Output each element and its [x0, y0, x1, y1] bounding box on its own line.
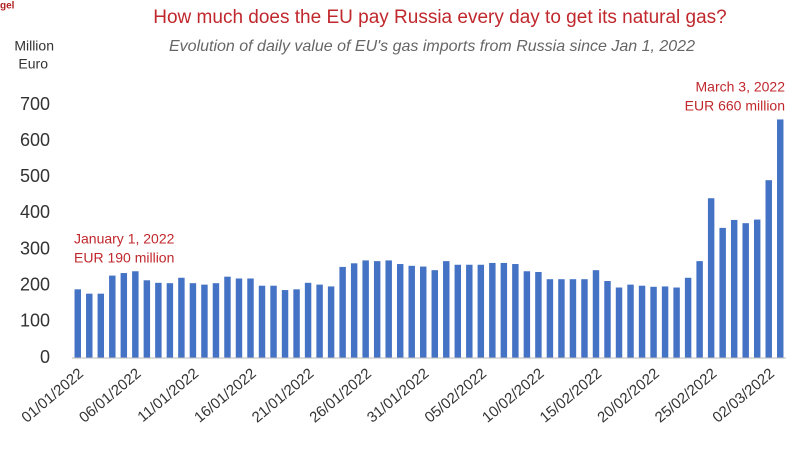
x-tick-label: 25/02/2022 [652, 365, 720, 426]
bar [224, 276, 231, 358]
bar [627, 284, 634, 358]
y-axis-label: Euro [18, 56, 48, 72]
x-tick-label: 11/01/2022 [134, 365, 202, 426]
bar [569, 279, 577, 358]
y-tick-label: 100 [20, 311, 50, 331]
bar [408, 265, 415, 358]
bar [258, 285, 266, 358]
x-tick-label: 21/01/2022 [249, 365, 317, 426]
bar [431, 270, 438, 358]
bar [304, 282, 312, 358]
bar [189, 283, 197, 358]
annotation: March 3, 2022 [696, 79, 786, 95]
bar [281, 290, 289, 358]
chart-subtitle: Evolution of daily value of EU's gas imp… [169, 38, 695, 55]
x-tick-label: 15/02/2022 [537, 365, 605, 426]
bar [604, 281, 611, 358]
bar [512, 264, 519, 358]
bar [270, 285, 277, 358]
logo: gel [0, 1, 15, 12]
y-tick-label: 600 [20, 130, 50, 150]
bar [558, 279, 565, 358]
x-tick-label: 02/03/2022 [709, 365, 777, 426]
bar [615, 287, 623, 358]
annotation: EUR 190 million [74, 250, 174, 266]
y-tick-label: 200 [20, 274, 50, 294]
bar [443, 261, 450, 358]
x-tick-label: 31/01/2022 [364, 365, 432, 426]
bar [719, 227, 726, 358]
y-tick-label: 0 [40, 347, 50, 367]
bar [235, 278, 243, 358]
bar [466, 264, 473, 358]
bar [753, 219, 761, 358]
bar [350, 263, 358, 358]
bar [730, 219, 738, 358]
y-tick-label: 700 [20, 94, 50, 114]
bar [707, 198, 715, 358]
bar [373, 261, 381, 358]
bar [109, 275, 116, 358]
bar [420, 266, 427, 358]
bar [523, 271, 531, 358]
bar [396, 264, 404, 358]
bar [362, 260, 369, 358]
y-tick-label: 500 [20, 166, 50, 186]
bar [166, 283, 174, 358]
bar [155, 282, 162, 358]
bar [454, 264, 462, 358]
bar [339, 266, 346, 358]
bar [650, 286, 657, 358]
bar [581, 279, 588, 358]
bar [742, 223, 749, 358]
bar [535, 271, 542, 358]
bar [74, 289, 81, 358]
bar [489, 262, 496, 358]
bar [661, 286, 669, 358]
bar [765, 180, 772, 358]
bar [546, 279, 554, 358]
x-tick-label: 20/02/2022 [594, 365, 662, 426]
y-axis-label: Million [14, 38, 54, 54]
bar [592, 270, 600, 358]
bar [120, 273, 128, 358]
annotation: EUR 660 million [685, 98, 785, 114]
y-tick-label: 300 [20, 238, 50, 258]
bar [477, 264, 485, 358]
bar [201, 284, 208, 358]
y-tick-label: 400 [20, 202, 50, 222]
bar [777, 119, 784, 358]
bar [327, 286, 335, 358]
chart-title: How much does the EU pay Russia every da… [153, 7, 726, 28]
bar [500, 262, 508, 358]
bar [638, 285, 646, 358]
annotation: January 1, 2022 [74, 231, 175, 247]
bar [86, 293, 93, 358]
x-tick-label: 10/02/2022 [479, 365, 547, 426]
bar [247, 278, 254, 358]
bar [132, 271, 139, 358]
bar [293, 289, 300, 358]
bar [696, 261, 703, 358]
bar [178, 277, 185, 358]
bar [212, 283, 220, 358]
bar [316, 284, 323, 358]
x-tick-label: 05/02/2022 [422, 365, 490, 426]
x-tick-label: 01/01/2022 [18, 365, 86, 426]
x-tick-label: 16/01/2022 [191, 365, 259, 426]
bar [143, 280, 151, 358]
x-tick-label: 06/01/2022 [76, 365, 144, 426]
bar [385, 260, 392, 358]
bar [97, 293, 105, 358]
bar [684, 277, 692, 358]
x-tick-label: 26/01/2022 [306, 365, 374, 426]
bar [673, 287, 680, 358]
